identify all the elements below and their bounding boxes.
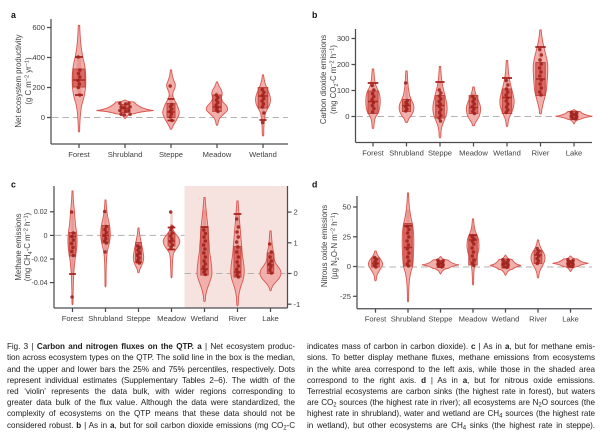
svg-text:Steppe: Steppe [159, 150, 183, 159]
svg-text:Carbon dioxide emissions: Carbon dioxide emissions [319, 35, 328, 124]
svg-text:(g C m−2 yr−1): (g C m−2 yr−1) [24, 57, 33, 105]
svg-text:25: 25 [343, 232, 351, 241]
svg-text:-25: -25 [340, 292, 351, 301]
svg-text:200: 200 [32, 83, 45, 92]
svg-text:600: 600 [32, 23, 45, 32]
svg-text:0: 0 [294, 269, 298, 278]
svg-text:200: 200 [337, 60, 350, 69]
svg-text:Forest: Forest [365, 315, 387, 324]
svg-text:(mg CO2-C m−2 h−1): (mg CO2-C m−2 h−1) [329, 45, 340, 114]
svg-text:Steppe: Steppe [126, 314, 150, 323]
svg-text:Shrubland: Shrubland [391, 315, 426, 324]
svg-text:Steppe: Steppe [428, 315, 452, 324]
svg-text:2: 2 [294, 208, 298, 217]
svg-text:(µg N2O-N m−2 h−1): (µg N2O-N m−2 h−1) [330, 212, 341, 279]
svg-text:0: 0 [345, 112, 349, 121]
svg-text:Meadow: Meadow [459, 149, 488, 158]
svg-text:Meadow: Meadow [203, 150, 232, 159]
svg-text:Wetland: Wetland [492, 315, 520, 324]
svg-text:1: 1 [294, 238, 298, 247]
svg-text:a: a [11, 10, 16, 20]
svg-text:d: d [312, 180, 317, 190]
svg-text:-1: -1 [294, 300, 301, 309]
svg-text:River: River [532, 149, 550, 158]
svg-text:River: River [529, 315, 547, 324]
svg-text:Shrubland: Shrubland [88, 314, 123, 323]
svg-text:-0.04: -0.04 [32, 280, 48, 287]
svg-text:River: River [229, 314, 247, 323]
svg-text:Wetland: Wetland [493, 149, 521, 158]
svg-text:Net ecosystem productivity: Net ecosystem productivity [14, 34, 23, 127]
svg-text:Methane emissions: Methane emissions [14, 213, 23, 280]
svg-text:Forest: Forest [362, 149, 384, 158]
svg-text:100: 100 [337, 86, 350, 95]
svg-text:Forest: Forest [68, 150, 90, 159]
svg-text:Lake: Lake [566, 149, 582, 158]
svg-text:-0.02: -0.02 [32, 256, 48, 263]
svg-text:0: 0 [41, 113, 45, 122]
svg-text:(mg CH4-C m−2 h−1): (mg CH4-C m−2 h−1) [23, 212, 34, 281]
svg-text:0: 0 [44, 233, 48, 240]
svg-text:Steppe: Steppe [428, 149, 452, 158]
svg-text:Wetland: Wetland [249, 150, 277, 159]
svg-text:Nitrous oxide emissions: Nitrous oxide emissions [320, 205, 329, 287]
svg-text:Shrubland: Shrubland [108, 150, 143, 159]
svg-text:Shrubland: Shrubland [389, 149, 424, 158]
svg-text:Meadow: Meadow [459, 315, 488, 324]
svg-text:b: b [312, 10, 318, 20]
svg-text:c: c [11, 180, 16, 190]
svg-text:Lake: Lake [562, 315, 578, 324]
svg-text:300: 300 [337, 34, 350, 43]
svg-text:Lake: Lake [262, 314, 278, 323]
svg-text:Forest: Forest [62, 314, 84, 323]
svg-text:Wetland: Wetland [191, 314, 219, 323]
svg-text:0: 0 [347, 262, 351, 271]
svg-text:Meadow: Meadow [157, 314, 186, 323]
svg-text:0.02: 0.02 [34, 209, 48, 216]
svg-text:400: 400 [32, 53, 45, 62]
svg-text:50: 50 [343, 203, 351, 212]
